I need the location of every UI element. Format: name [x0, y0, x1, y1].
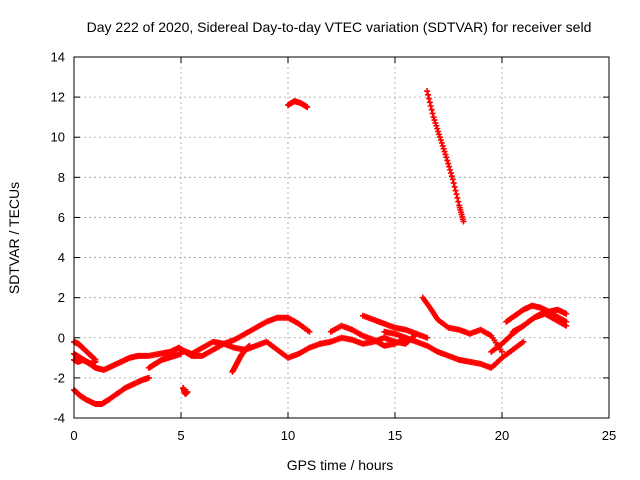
data-point — [441, 148, 448, 155]
y-tick-label: -2 — [53, 370, 65, 385]
x-tick-label: 5 — [177, 428, 184, 443]
series-arc-10 — [285, 98, 311, 111]
series-arc-19 — [509, 310, 570, 335]
data-point — [444, 157, 451, 164]
series-arc-16 — [419, 294, 505, 355]
series-arc-18 — [503, 302, 570, 325]
data-point — [429, 110, 436, 117]
data-point — [449, 176, 456, 183]
x-axis-label: GPS time / hours — [287, 457, 394, 473]
data-point — [428, 106, 435, 113]
data-point — [454, 194, 461, 201]
y-tick-label: 2 — [58, 290, 65, 305]
y-tick-label: 4 — [58, 250, 65, 265]
x-tick-label: 0 — [70, 428, 77, 443]
series-arc-5 — [145, 350, 184, 371]
data-point — [452, 187, 459, 194]
chart-title: Day 222 of 2020, Sidereal Day-to-day VTE… — [87, 19, 592, 35]
data-point — [437, 137, 444, 144]
y-tick-label: 12 — [51, 90, 65, 105]
y-tick-label: -4 — [53, 411, 65, 426]
data-markers — [71, 88, 570, 407]
data-point — [442, 151, 449, 158]
x-tick-label: 25 — [602, 428, 616, 443]
series-arc-14 — [381, 328, 527, 371]
data-point — [448, 173, 455, 180]
grid — [74, 57, 609, 418]
data-point — [413, 330, 420, 337]
data-point — [460, 218, 467, 225]
data-point — [430, 114, 437, 121]
series-arc-1 — [71, 374, 152, 407]
data-point — [520, 338, 527, 345]
data-point — [435, 128, 442, 135]
data-point — [91, 355, 98, 362]
x-tick-label: 20 — [495, 428, 509, 443]
data-point — [425, 91, 432, 98]
data-point — [431, 117, 438, 124]
data-point — [436, 134, 443, 141]
data-point — [424, 334, 431, 341]
data-point — [446, 163, 453, 170]
series-arc-17 — [488, 308, 570, 355]
data-point — [92, 356, 99, 363]
data-point — [563, 310, 570, 317]
x-tick-label: 15 — [388, 428, 402, 443]
data-point — [424, 88, 431, 95]
data-point — [433, 122, 440, 129]
data-point — [453, 191, 460, 198]
data-point — [450, 180, 457, 187]
data-point — [440, 145, 447, 152]
data-point — [455, 198, 462, 205]
data-point — [306, 328, 313, 335]
series-arc-15 — [424, 88, 467, 225]
data-point — [436, 131, 443, 138]
y-tick-label: 10 — [51, 130, 65, 145]
series-arc-7 — [175, 314, 313, 359]
data-point — [563, 322, 570, 329]
data-point — [499, 348, 505, 355]
y-tick-label: 8 — [58, 170, 65, 185]
data-point — [427, 102, 434, 109]
data-point — [304, 104, 311, 111]
data-point — [451, 183, 458, 190]
y-tick-label: 0 — [58, 330, 65, 345]
y-tick-label: 14 — [51, 50, 65, 65]
data-point — [432, 119, 439, 126]
data-point — [426, 99, 433, 106]
data-point — [445, 160, 452, 167]
series-arc-9 — [229, 342, 253, 375]
series-arc-12 — [327, 322, 409, 349]
plot-frame — [73, 56, 610, 419]
series-arc-6 — [180, 384, 191, 397]
data-point — [184, 388, 191, 395]
data-point — [447, 170, 454, 177]
data-point — [447, 166, 454, 173]
data-point — [425, 95, 432, 102]
axis-ticks: 0 5 10 15 20 25 -4 -2 0 2 4 6 8 10 12 14 — [51, 50, 617, 444]
data-point — [438, 139, 445, 146]
data-point — [439, 142, 446, 149]
data-point — [443, 154, 450, 161]
data-point — [434, 125, 441, 132]
data-point — [246, 342, 253, 349]
data-point — [145, 374, 152, 381]
y-axis-label: SDTVAR / TECUs — [6, 182, 22, 294]
x-tick-label: 10 — [281, 428, 295, 443]
series-arc-13 — [359, 312, 420, 337]
y-tick-label: 6 — [58, 210, 65, 225]
